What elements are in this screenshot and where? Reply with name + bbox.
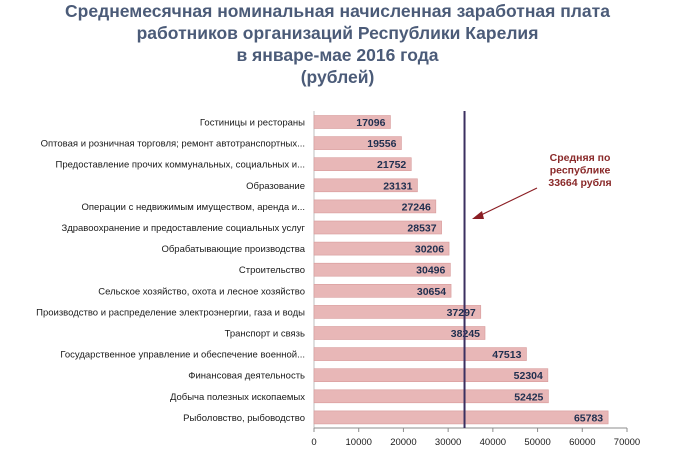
annotation-arrow-head xyxy=(472,211,484,219)
category-label-12: Государственное управление и обеспечение… xyxy=(60,350,305,361)
value-label-1: 17096 xyxy=(356,117,385,129)
category-label-7: Обрабатывающие производства xyxy=(161,244,305,255)
x-tick-label-7: 60000 xyxy=(569,437,595,448)
bar-1 xyxy=(313,115,391,129)
bar-13 xyxy=(313,368,549,383)
category-label-2: Оптовая и розничная торговля; ремонт авт… xyxy=(41,139,305,150)
average-annotation-line-1: Средняя по xyxy=(550,152,611,164)
value-label-9: 30654 xyxy=(417,286,446,298)
category-label-8: Строительство xyxy=(239,265,305,276)
value-label-6: 28537 xyxy=(407,223,436,235)
value-label-2: 19556 xyxy=(367,138,396,150)
bar-5 xyxy=(313,199,437,214)
annotation-arrow-shaft xyxy=(478,187,538,217)
value-label-5: 27246 xyxy=(402,201,431,213)
value-label-3: 21752 xyxy=(377,159,406,171)
category-label-4: Образование xyxy=(246,181,305,192)
x-tick-label-3: 20000 xyxy=(390,437,416,448)
category-label-10: Производство и распределение электроэнер… xyxy=(36,307,305,318)
value-label-4: 23131 xyxy=(383,180,412,192)
title-line-1: Среднемесячная номинальная начисленная з… xyxy=(65,1,610,21)
category-label-14: Добыча полезных ископаемых xyxy=(170,392,305,403)
category-label-9: Сельское хозяйство, охота и лесное хозяй… xyxy=(98,286,305,297)
bar-2 xyxy=(313,136,402,150)
category-label-13: Финансовая деятельность xyxy=(188,371,305,382)
bar-6 xyxy=(313,220,442,235)
value-label-10: 37297 xyxy=(447,307,476,319)
bar-9 xyxy=(313,283,452,298)
value-label-12: 47513 xyxy=(492,349,521,361)
bar-7 xyxy=(313,241,450,256)
category-label-1: Гостиницы и рестораны xyxy=(200,118,305,129)
x-tick-label-4: 30000 xyxy=(435,437,461,448)
value-label-14: 52425 xyxy=(514,391,543,403)
value-label-13: 52304 xyxy=(514,370,543,382)
average-annotation-line-3: 33664 рубля xyxy=(548,177,611,189)
category-label-11: Транспорт и связь xyxy=(225,329,305,340)
value-label-15: 65783 xyxy=(574,412,603,424)
value-label-8: 30496 xyxy=(416,265,445,277)
x-tick-label-1: 0 xyxy=(311,437,316,448)
x-tick-label-6: 50000 xyxy=(524,437,550,448)
bar-15 xyxy=(313,410,609,425)
title-line-4: (рублей) xyxy=(300,67,375,87)
bar-10 xyxy=(313,305,482,319)
bar-4 xyxy=(313,178,418,193)
value-label-7: 30206 xyxy=(415,244,444,256)
x-tick-label-8: 70000 xyxy=(614,437,640,448)
x-tick-label-5: 40000 xyxy=(480,437,506,448)
category-label-15: Рыболовство, рыбоводство xyxy=(183,413,305,424)
category-label-6: Здравоохранение и предоставление социаль… xyxy=(61,223,305,234)
bar-8 xyxy=(313,262,451,277)
category-label-5: Операции с недвижимым имуществом, аренда… xyxy=(82,202,306,213)
bar-11 xyxy=(313,326,486,340)
bar-3 xyxy=(313,157,412,171)
title-line-3: в январе-мае 2016 года xyxy=(236,45,439,65)
x-tick-label-2: 10000 xyxy=(346,437,372,448)
average-annotation-line-2: республике xyxy=(550,165,611,177)
category-label-3: Предоставление прочих коммунальных, соци… xyxy=(55,160,305,171)
bar-12 xyxy=(313,347,527,361)
title-line-2: работников организаций Республики Карели… xyxy=(136,23,539,43)
bar-14 xyxy=(313,389,549,404)
